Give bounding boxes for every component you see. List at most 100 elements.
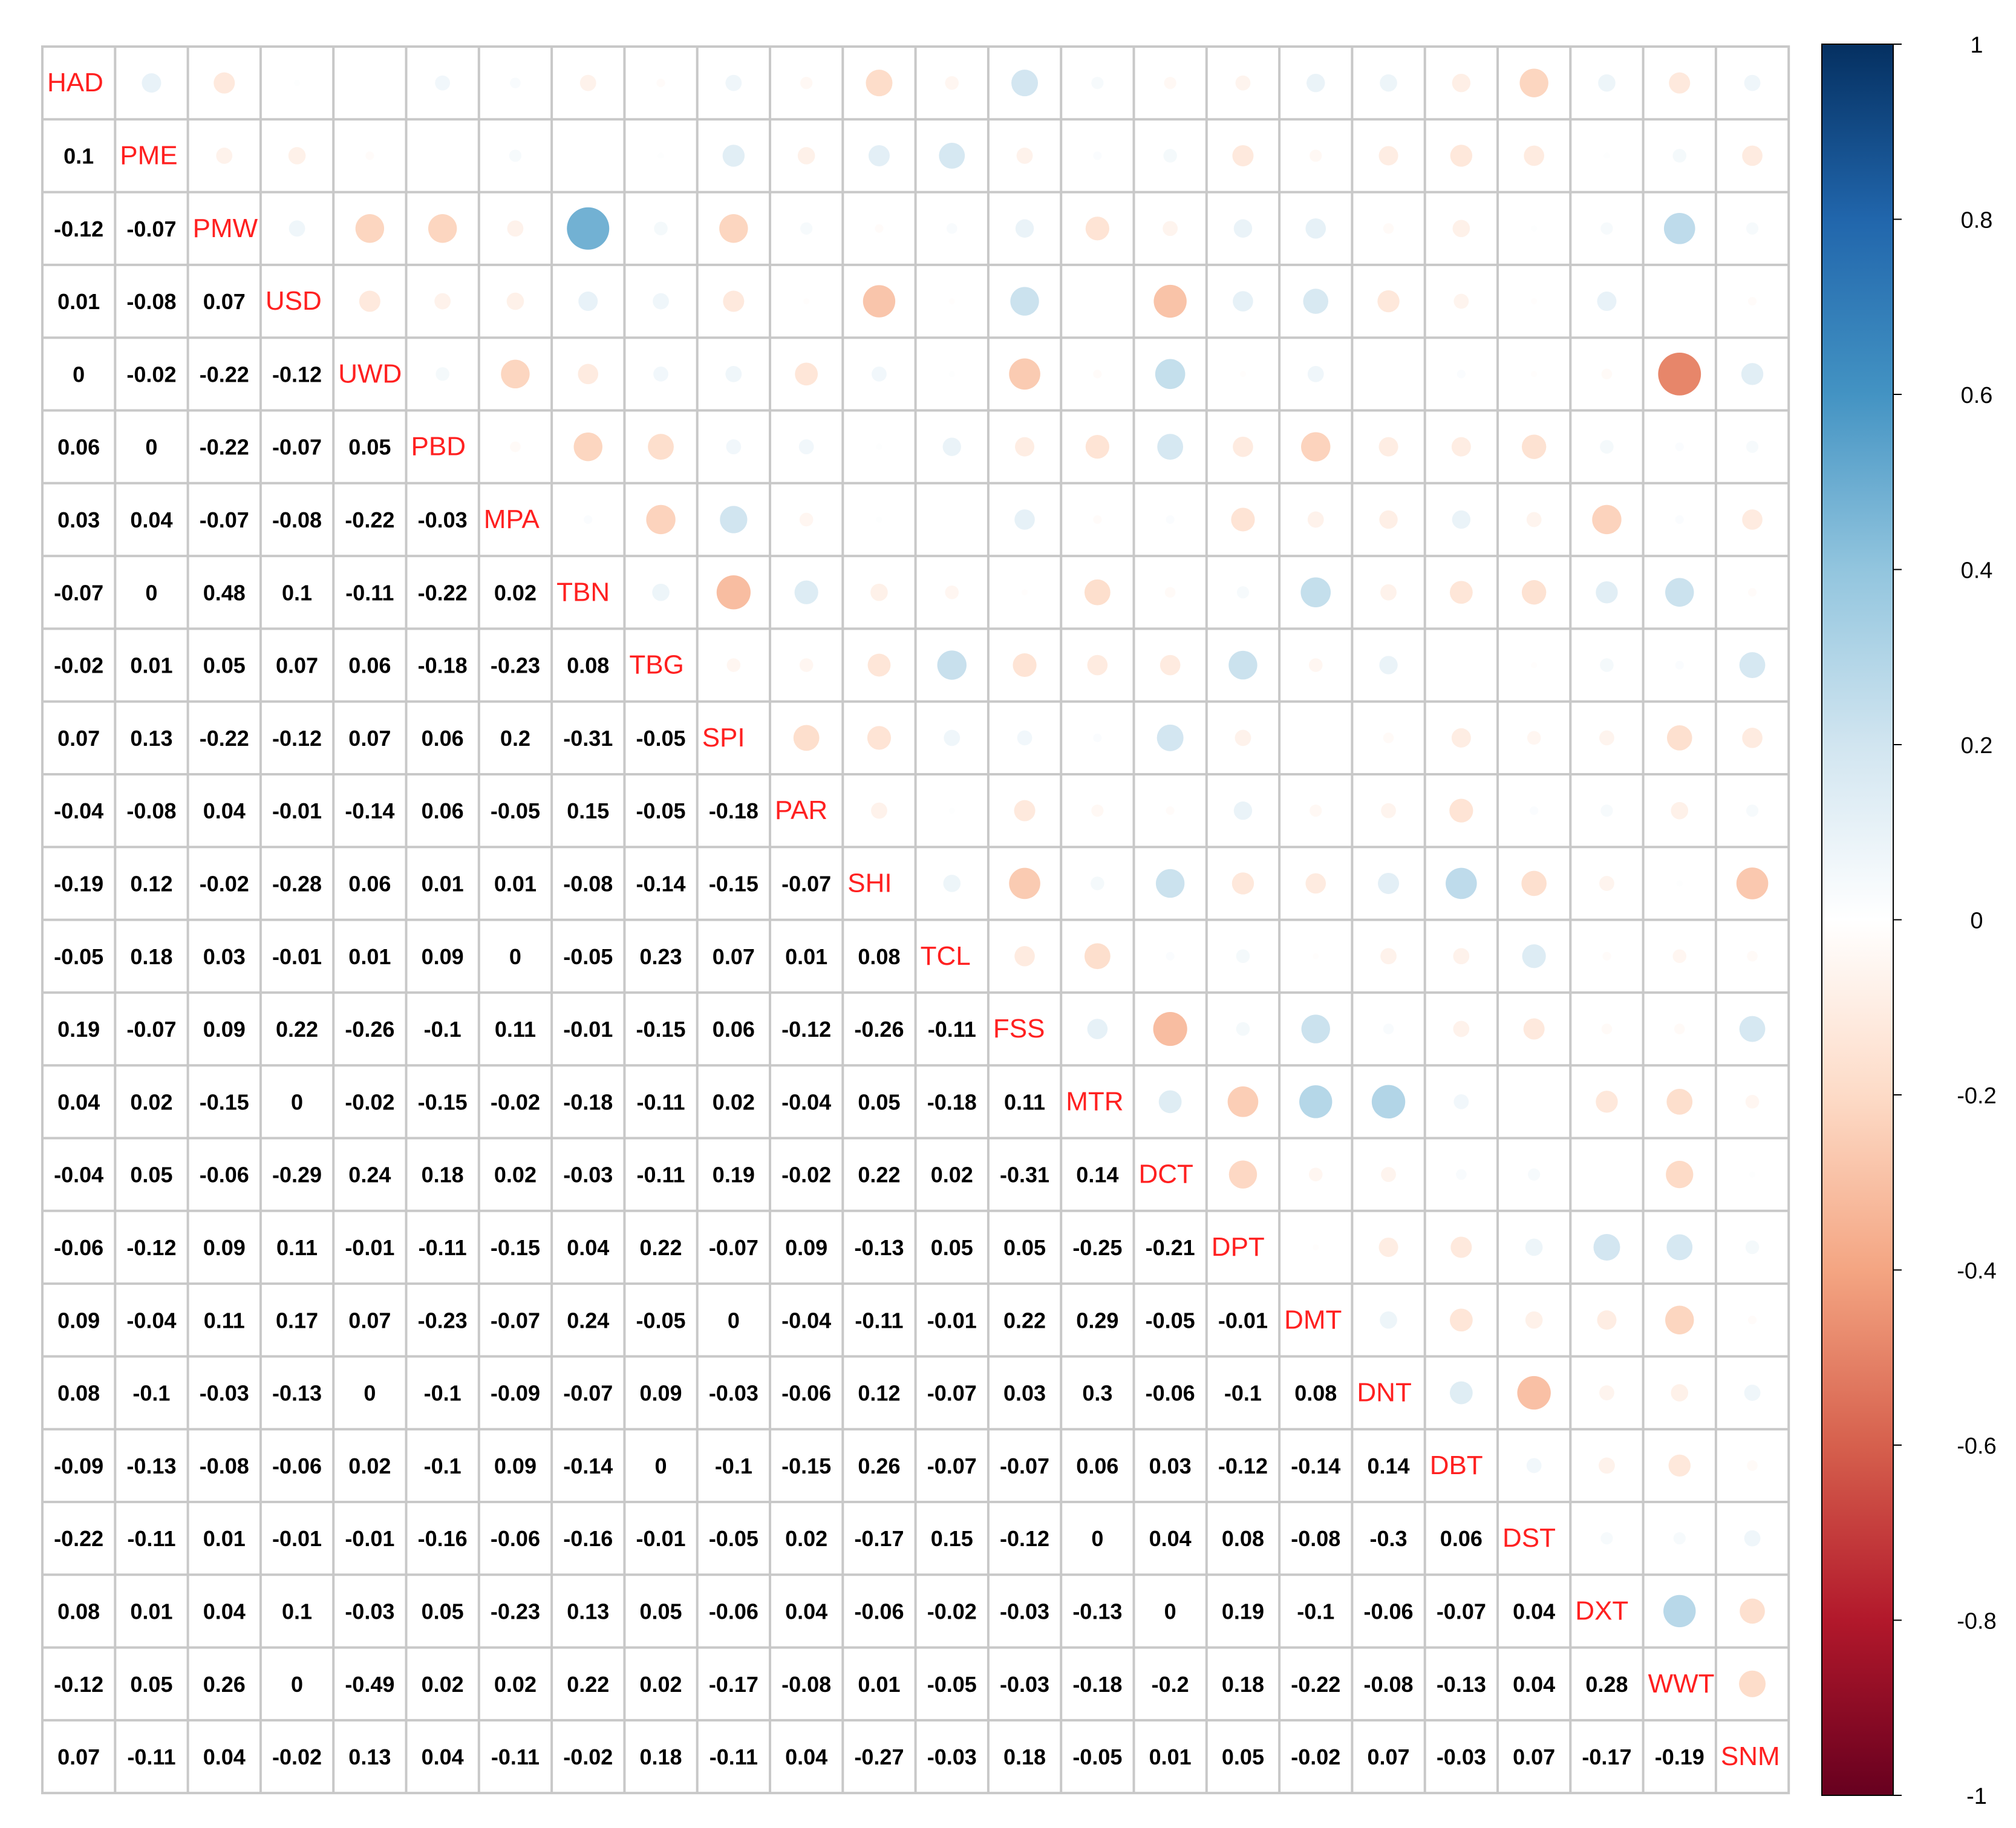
correlation-value: -0.22 <box>1291 1672 1340 1697</box>
correlation-value: -0.08 <box>126 798 176 823</box>
correlation-value: 0.12 <box>130 871 172 896</box>
correlation-circle <box>1531 662 1538 668</box>
correlation-circle <box>1017 730 1032 746</box>
correlation-circle <box>656 79 665 88</box>
correlation-value: -0.1 <box>1297 1599 1334 1624</box>
correlation-circle <box>428 214 457 243</box>
correlation-value: -0.07 <box>927 1381 977 1406</box>
matrix-grid <box>41 45 1790 1795</box>
correlation-circle <box>1380 948 1397 965</box>
correlation-circle <box>1666 1088 1693 1115</box>
correlation-value: 0 <box>1164 1599 1176 1624</box>
correlation-circle <box>1236 1022 1250 1036</box>
correlation-circle <box>795 362 818 386</box>
correlation-circle <box>567 207 610 250</box>
correlation-value: -0.03 <box>418 508 468 532</box>
correlation-value: -0.07 <box>491 1308 540 1333</box>
correlation-value: 0.04 <box>57 1089 100 1114</box>
correlation-circle <box>1453 948 1470 965</box>
correlation-circle <box>1233 219 1253 238</box>
correlation-circle <box>1666 1161 1694 1189</box>
correlation-circle <box>1380 1311 1397 1329</box>
correlation-circle <box>1449 1381 1473 1405</box>
variable-label-shi: SHI <box>847 868 892 898</box>
correlation-value: 0.04 <box>785 1599 827 1624</box>
colorbar-tick-label: -0.2 <box>1957 1083 1996 1109</box>
correlation-value: -0.11 <box>491 1745 540 1769</box>
correlation-value: 0.03 <box>1149 1454 1192 1478</box>
correlation-value: -0.04 <box>781 1308 831 1333</box>
correlation-circle <box>1744 1385 1761 1401</box>
correlation-circle <box>1451 728 1471 748</box>
correlation-circle <box>1093 733 1102 742</box>
correlation-circle <box>1517 1376 1551 1410</box>
correlation-circle <box>722 145 745 167</box>
correlation-value: -0.1 <box>132 1381 170 1406</box>
correlation-circle <box>1383 733 1394 743</box>
correlation-value: 0.12 <box>858 1381 900 1406</box>
correlation-value: 0.14 <box>1076 1163 1118 1187</box>
correlation-circle <box>1452 220 1470 238</box>
correlation-value: -0.22 <box>345 508 394 532</box>
correlation-value: 0.09 <box>494 1454 537 1478</box>
correlation-circle <box>943 875 961 892</box>
correlation-circle <box>1300 577 1331 608</box>
correlation-circle <box>1383 223 1394 234</box>
correlation-circle <box>1377 290 1400 313</box>
correlation-value: 0 <box>509 944 521 969</box>
correlation-value: -0.13 <box>854 1235 904 1260</box>
correlation-value: 0.05 <box>130 1672 172 1697</box>
correlation-value: -0.07 <box>1000 1454 1049 1478</box>
correlation-value: -0.02 <box>1291 1745 1340 1769</box>
correlation-value: -0.22 <box>200 362 249 387</box>
correlation-circle <box>1453 293 1469 309</box>
correlation-circle <box>793 725 820 751</box>
correlation-circle <box>1674 1023 1685 1034</box>
correlation-value: -0.12 <box>54 1672 103 1697</box>
correlation-value: 0.05 <box>640 1599 682 1624</box>
correlation-circle <box>803 298 810 305</box>
correlation-circle <box>1736 867 1769 899</box>
correlation-value: -0.11 <box>419 1235 467 1260</box>
correlation-circle <box>1228 1160 1258 1189</box>
correlation-value: -0.13 <box>1437 1672 1486 1697</box>
matrix-cells: HAD 0.1 PME -0.12 -0.07 PMW 0.01 -0.08 0.07 USD 0 -… <box>47 68 1780 1771</box>
correlation-circle <box>1599 730 1614 746</box>
correlation-value: -0.09 <box>491 1381 540 1406</box>
correlation-value: 0 <box>291 1672 303 1697</box>
correlation-value: 0.18 <box>130 944 172 969</box>
correlation-circle <box>1531 225 1538 232</box>
correlation-value: 0.18 <box>422 1163 464 1187</box>
variable-label-pmw: PMW <box>193 214 258 243</box>
correlation-value: -0.06 <box>491 1526 540 1551</box>
correlation-circle <box>868 145 890 166</box>
correlation-circle <box>1380 584 1397 601</box>
correlation-value: -0.18 <box>927 1089 977 1114</box>
correlation-value: -0.11 <box>637 1089 685 1114</box>
correlation-circle <box>355 214 385 243</box>
correlation-value: 0.01 <box>1149 1745 1192 1769</box>
colorbar-tick-label: -0.6 <box>1957 1434 1996 1459</box>
correlation-circle <box>1009 867 1040 899</box>
correlation-value: -0.01 <box>345 1526 394 1551</box>
correlation-circle <box>1009 358 1040 390</box>
correlation-value: 0.01 <box>57 289 100 314</box>
correlation-value: 0.01 <box>494 871 537 896</box>
correlation-circle <box>1380 74 1397 92</box>
variable-label-dst: DST <box>1502 1523 1556 1553</box>
correlation-value: -0.07 <box>54 580 103 605</box>
correlation-value: 0.17 <box>276 1308 318 1333</box>
colorbar-tick-label: 0.8 <box>1961 208 1993 233</box>
correlation-value: -0.01 <box>563 1017 613 1042</box>
correlation-value: -0.08 <box>1291 1526 1340 1551</box>
correlation-circle <box>510 77 521 88</box>
correlation-value: -0.15 <box>636 1017 686 1042</box>
correlation-circle <box>1013 653 1037 677</box>
correlation-circle <box>1521 580 1547 605</box>
correlation-value: -0.21 <box>1146 1235 1195 1260</box>
correlation-value: -0.05 <box>491 798 540 823</box>
correlation-value: 0.02 <box>130 1089 172 1114</box>
correlation-value: 0.24 <box>348 1163 391 1187</box>
correlation-circle <box>359 290 380 312</box>
correlation-circle <box>1600 1532 1613 1545</box>
